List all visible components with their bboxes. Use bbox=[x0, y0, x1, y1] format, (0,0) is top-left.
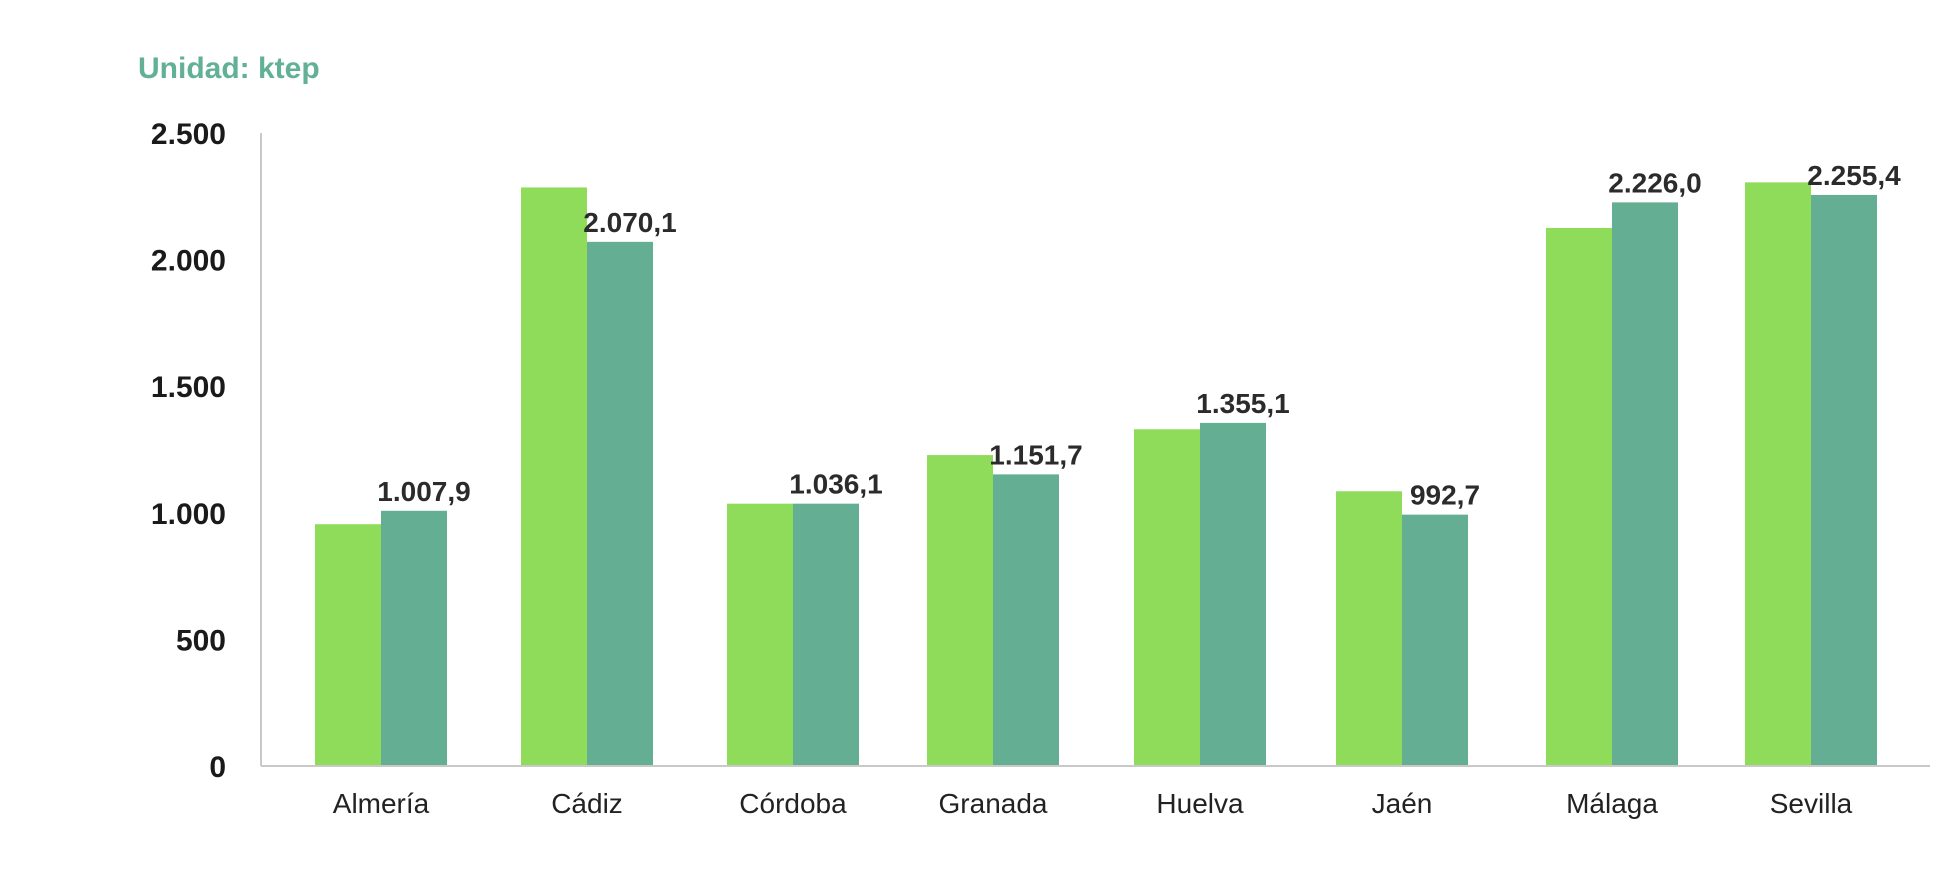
bar-series-2-málaga bbox=[1612, 202, 1678, 766]
x-category-label: Cádiz bbox=[551, 788, 623, 819]
bar-series-2-cádiz bbox=[587, 241, 653, 766]
bar-series-2-granada bbox=[993, 474, 1059, 766]
bar-series-2-huelva bbox=[1200, 422, 1266, 766]
data-labels: 1.007,9 2.070,1 1.036,1 1.151,7 1.355,1 992,7… bbox=[377, 160, 1901, 511]
data-label: 2.070,1 bbox=[583, 207, 676, 238]
bar-series-2-córdoba bbox=[793, 503, 859, 766]
bar-series-1-sevilla bbox=[1745, 182, 1811, 766]
data-label: 1.151,7 bbox=[989, 439, 1082, 470]
x-category-label: Huelva bbox=[1156, 788, 1244, 819]
x-category-label: Jaén bbox=[1372, 788, 1433, 819]
bar-series-1-granada bbox=[927, 455, 993, 766]
data-label: 2.226,0 bbox=[1608, 167, 1701, 198]
bar-series-1-cádiz bbox=[521, 187, 587, 767]
data-label: 2.255,4 bbox=[1807, 160, 1901, 191]
unit-label: Unidad: ktep bbox=[138, 52, 320, 85]
bar-series bbox=[315, 182, 1877, 767]
data-label: 1.355,1 bbox=[1196, 388, 1289, 419]
data-label: 992,7 bbox=[1410, 480, 1480, 511]
data-label: 1.036,1 bbox=[789, 469, 882, 500]
x-axis-categories: Almería Cádiz Córdoba Granada Huelva Jaén Mála… bbox=[333, 788, 1853, 819]
y-tick-label: 1.500 bbox=[151, 371, 226, 404]
y-tick-label: 2.500 bbox=[151, 118, 226, 151]
bar-series-2-jaén bbox=[1402, 514, 1468, 766]
x-category-label: Granada bbox=[939, 788, 1048, 819]
y-axis-ticks: 0 500 1.000 1.500 2.000 2.500 bbox=[151, 118, 226, 784]
bar-series-1-almería bbox=[315, 524, 381, 766]
bar-series-2-almería bbox=[381, 510, 447, 766]
data-label: 1.007,9 bbox=[377, 476, 470, 507]
y-tick-label: 500 bbox=[176, 624, 226, 657]
x-category-label: Málaga bbox=[1566, 788, 1658, 819]
x-category-label: Almería bbox=[333, 788, 430, 819]
y-tick-label: 0 bbox=[209, 751, 226, 784]
x-category-label: Córdoba bbox=[739, 788, 847, 819]
bar-series-2-sevilla bbox=[1811, 194, 1877, 766]
bar-series-1-huelva bbox=[1134, 429, 1200, 766]
x-category-label: Sevilla bbox=[1770, 788, 1853, 819]
bar-series-1-jaén bbox=[1336, 491, 1402, 766]
y-tick-label: 2.000 bbox=[151, 245, 226, 278]
y-tick-label: 1.000 bbox=[151, 498, 226, 531]
bar-series-1-málaga bbox=[1546, 227, 1612, 766]
bar-series-1-córdoba bbox=[727, 503, 793, 766]
